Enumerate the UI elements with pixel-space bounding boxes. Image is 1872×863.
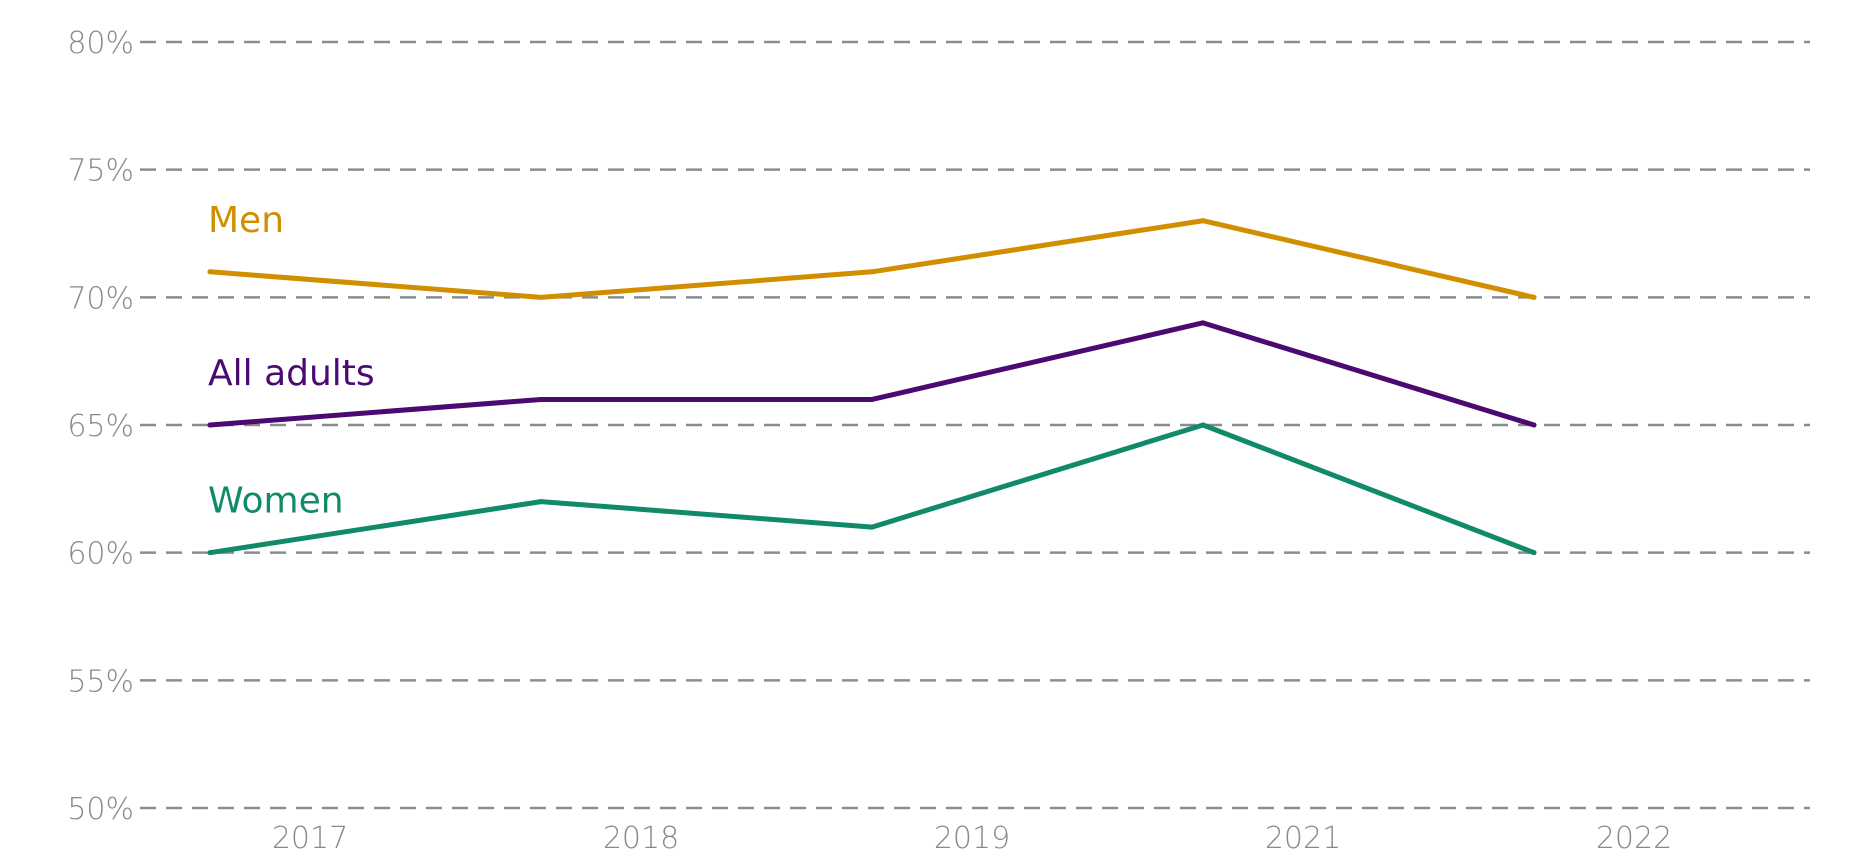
series-line-women [207, 422, 1537, 556]
y-tick-label: 80% [67, 26, 134, 61]
series-line-all-adults [207, 320, 1537, 428]
data-point [1200, 320, 1206, 326]
data-point [538, 499, 544, 505]
data-point [869, 269, 875, 275]
data-point [207, 269, 213, 275]
data-point [1531, 294, 1537, 300]
data-point [538, 396, 544, 402]
data-point [869, 524, 875, 530]
y-tick-label: 60% [67, 537, 134, 572]
x-tick-label: 2018 [603, 821, 679, 856]
x-tick-label: 2022 [1596, 821, 1672, 856]
data-point [538, 294, 544, 300]
data-point [1200, 422, 1206, 428]
series-label: Men [208, 200, 284, 241]
y-tick-label: 50% [67, 792, 134, 827]
series-label: All adults [208, 353, 375, 394]
y-tick-label: 65% [67, 409, 134, 444]
y-tick-label: 55% [67, 664, 134, 699]
data-point [207, 550, 213, 556]
data-point [1531, 422, 1537, 428]
y-tick-label: 70% [67, 281, 134, 316]
x-tick-label: 2019 [934, 821, 1010, 856]
series-label: Women [208, 481, 344, 522]
data-point [869, 396, 875, 402]
x-tick-label: 2017 [272, 821, 348, 856]
series-line-men [207, 218, 1537, 300]
x-tick-label: 2021 [1265, 821, 1341, 856]
data-point [1531, 550, 1537, 556]
data-point [1200, 218, 1206, 224]
y-tick-label: 75% [67, 154, 134, 189]
data-point [207, 422, 213, 428]
